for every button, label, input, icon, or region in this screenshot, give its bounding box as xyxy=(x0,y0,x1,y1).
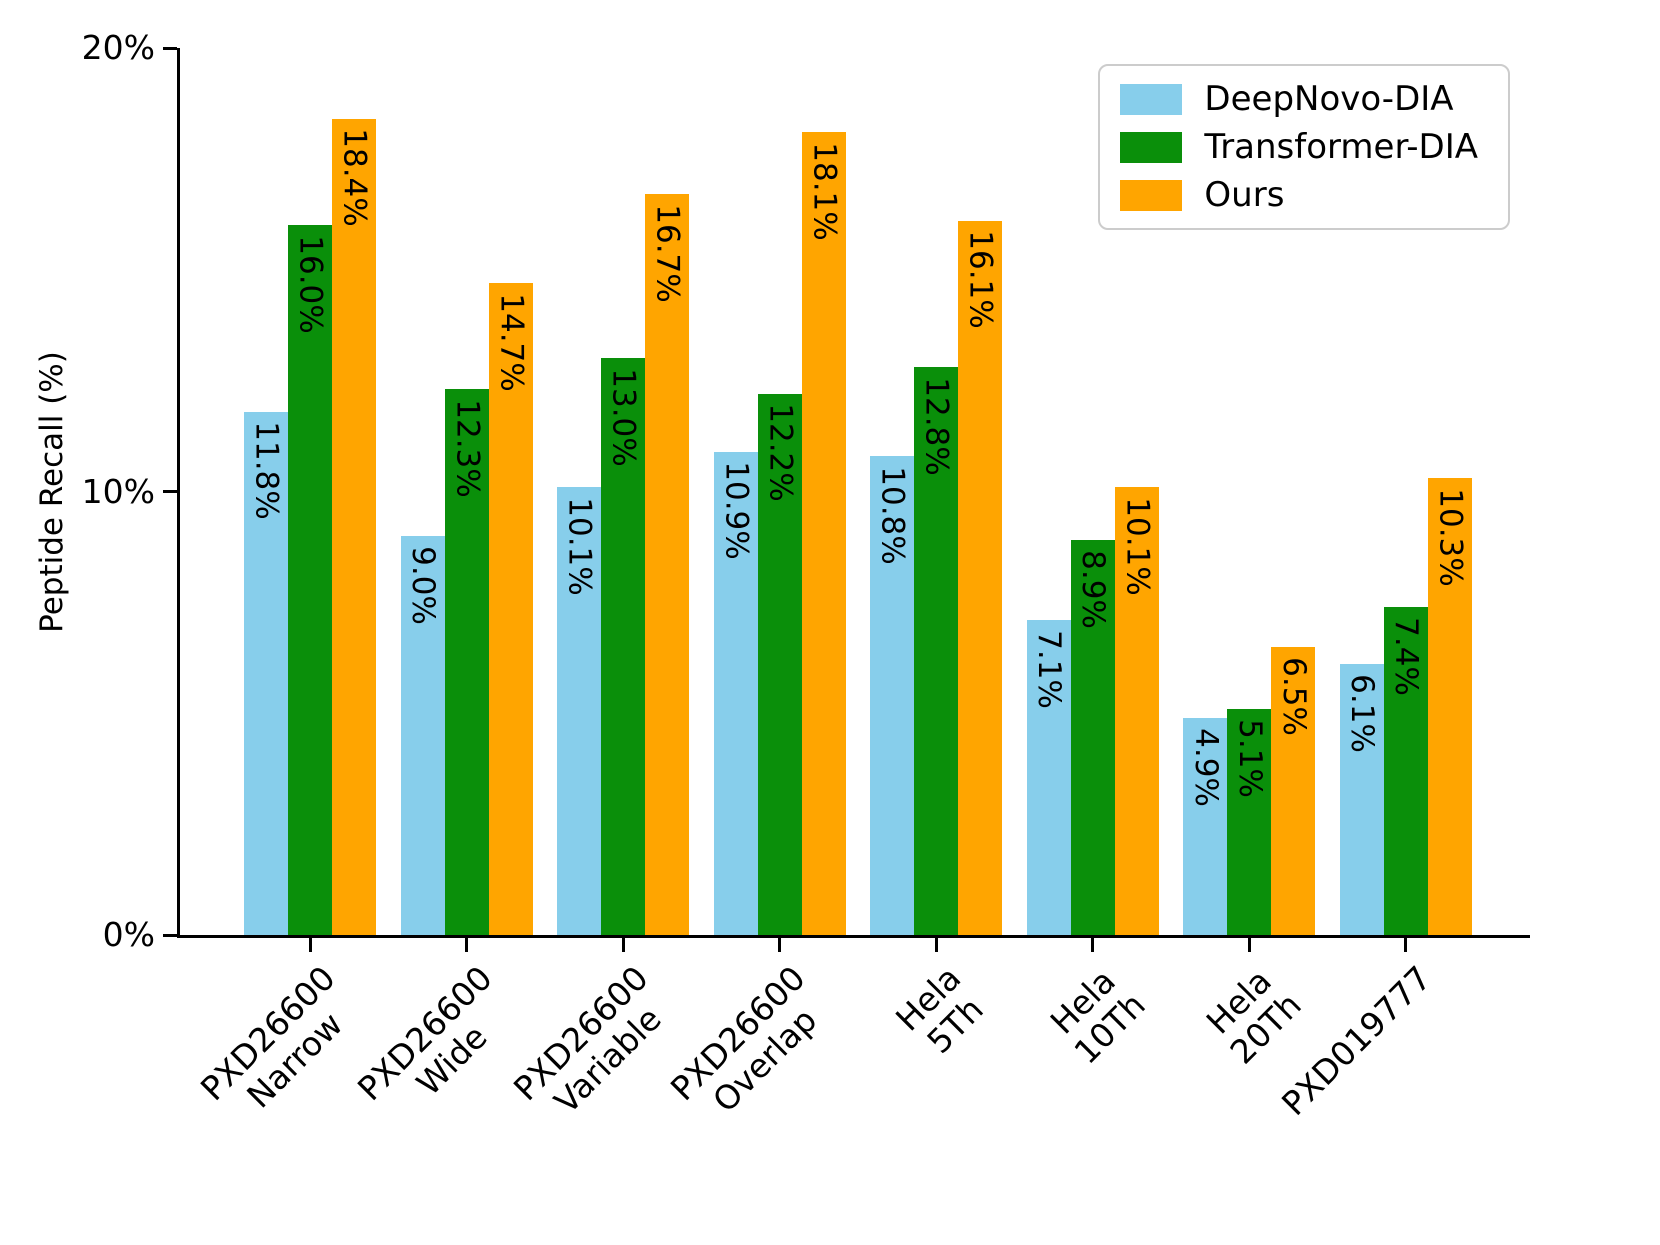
bar-deepnovo-dia xyxy=(870,456,914,935)
bar-transformer-dia xyxy=(914,367,958,935)
bar-deepnovo-dia xyxy=(400,535,445,935)
bar-ours xyxy=(801,132,846,935)
bar-value-label: 6.5% xyxy=(1275,656,1312,736)
bar-value-label: 7.1% xyxy=(1030,630,1067,709)
bar-deepnovo-dia xyxy=(557,487,601,935)
bar-value-label: 18.1% xyxy=(806,142,843,241)
bar-value-label: 10.9% xyxy=(718,461,755,560)
y-tick-label: 0% xyxy=(102,915,155,954)
y-tick-mark xyxy=(163,490,177,493)
bar-value-label: 10.1% xyxy=(561,496,598,596)
bar-value-label: 10.8% xyxy=(874,465,911,565)
bar-transformer-dia xyxy=(1383,606,1428,935)
bar-ours xyxy=(645,194,689,935)
x-tick-mark xyxy=(308,938,312,952)
bar-value-label: 6.1% xyxy=(1343,674,1380,754)
x-tick-label: PXD26600 Overlap xyxy=(662,958,839,1135)
x-tick-mark xyxy=(1404,938,1407,952)
x-tick-label: Hela 5Th xyxy=(888,958,995,1065)
bar-transformer-dia xyxy=(601,358,645,935)
bar-value-label: 13.0% xyxy=(605,368,642,467)
bar-value-label: 16.7% xyxy=(649,204,686,303)
x-tick-label: PXD019777 xyxy=(1273,958,1439,1123)
x-tick-label: Hela 10Th xyxy=(1040,959,1152,1071)
bar-deepnovo-dia xyxy=(1183,717,1227,935)
y-tick-mark xyxy=(163,46,177,50)
bar-value-label: 12.3% xyxy=(449,399,486,498)
bar-value-label: 10.1% xyxy=(1119,496,1156,596)
bar-deepnovo-dia xyxy=(713,451,758,935)
legend-item-transformer-dia: Transformer-DIA xyxy=(1120,130,1478,164)
bar-value-label: 11.8% xyxy=(248,421,285,520)
bar-deepnovo-dia xyxy=(1339,664,1384,935)
bar-ours xyxy=(1271,646,1315,935)
legend-swatch-transformer-dia xyxy=(1120,131,1183,163)
y-tick-label: 10% xyxy=(81,471,155,511)
bar-value-label: 16.0% xyxy=(292,235,329,334)
bar-transformer-dia xyxy=(288,225,332,935)
y-tick-mark xyxy=(163,933,177,937)
legend-label-transformer-dia: Transformer-DIA xyxy=(1204,127,1478,167)
x-tick-label-line: PXD019777 xyxy=(1273,958,1439,1123)
bar-deepnovo-dia xyxy=(244,411,288,935)
legend-label-deepnovo-dia: DeepNovo-DIA xyxy=(1204,79,1454,119)
x-tick-mark xyxy=(1091,938,1094,952)
legend-swatch-deepnovo-dia xyxy=(1120,83,1183,115)
bar-value-label: 9.0% xyxy=(404,545,441,625)
x-tick-label: Hela 20Th xyxy=(1196,959,1309,1071)
x-tick-mark xyxy=(934,938,938,952)
bar-value-label: 14.7% xyxy=(493,292,530,392)
bar-transformer-dia xyxy=(757,393,802,935)
x-tick-label: PXD26600 Wide xyxy=(349,958,526,1135)
legend-swatch-ours xyxy=(1120,179,1183,211)
bar-value-label: 10.3% xyxy=(1432,487,1469,587)
x-tick-mark xyxy=(621,938,625,952)
legend-item-ours: Ours xyxy=(1120,178,1478,212)
bar-ours xyxy=(1114,487,1159,935)
x-axis-spine xyxy=(177,935,1530,938)
legend: DeepNovo-DIA Transformer-DIA Ours xyxy=(1098,64,1510,230)
x-tick-label: PXD26600 Narrow xyxy=(193,958,370,1135)
bar-transformer-dia xyxy=(444,389,489,935)
bar-ours xyxy=(488,283,533,935)
y-tick-label: 20% xyxy=(81,28,155,67)
y-axis-spine xyxy=(177,48,180,938)
x-tick-mark xyxy=(1247,938,1251,952)
x-tick-mark xyxy=(778,938,781,952)
bar-ours xyxy=(1427,478,1472,935)
bar-value-label: 5.1% xyxy=(1231,718,1268,798)
bar-value-label: 8.9% xyxy=(1074,550,1111,630)
bar-deepnovo-dia xyxy=(1026,620,1071,935)
bar-value-label: 7.4% xyxy=(1387,616,1424,696)
bar-value-label: 12.8% xyxy=(918,377,955,476)
x-tick-label: PXD26600 Variable xyxy=(506,958,683,1135)
bar-transformer-dia xyxy=(1070,540,1115,935)
bar-transformer-dia xyxy=(1227,708,1271,935)
legend-label-ours: Ours xyxy=(1204,175,1285,215)
bar-value-label: 4.9% xyxy=(1187,727,1224,807)
bar-value-label: 16.1% xyxy=(962,230,999,330)
bar-value-label: 18.4% xyxy=(336,128,373,228)
legend-item-deepnovo-dia: DeepNovo-DIA xyxy=(1120,82,1478,116)
x-tick-mark xyxy=(465,938,468,952)
bar-ours xyxy=(958,220,1002,935)
bar-ours xyxy=(332,118,376,935)
bar-value-label: 12.2% xyxy=(762,403,799,503)
